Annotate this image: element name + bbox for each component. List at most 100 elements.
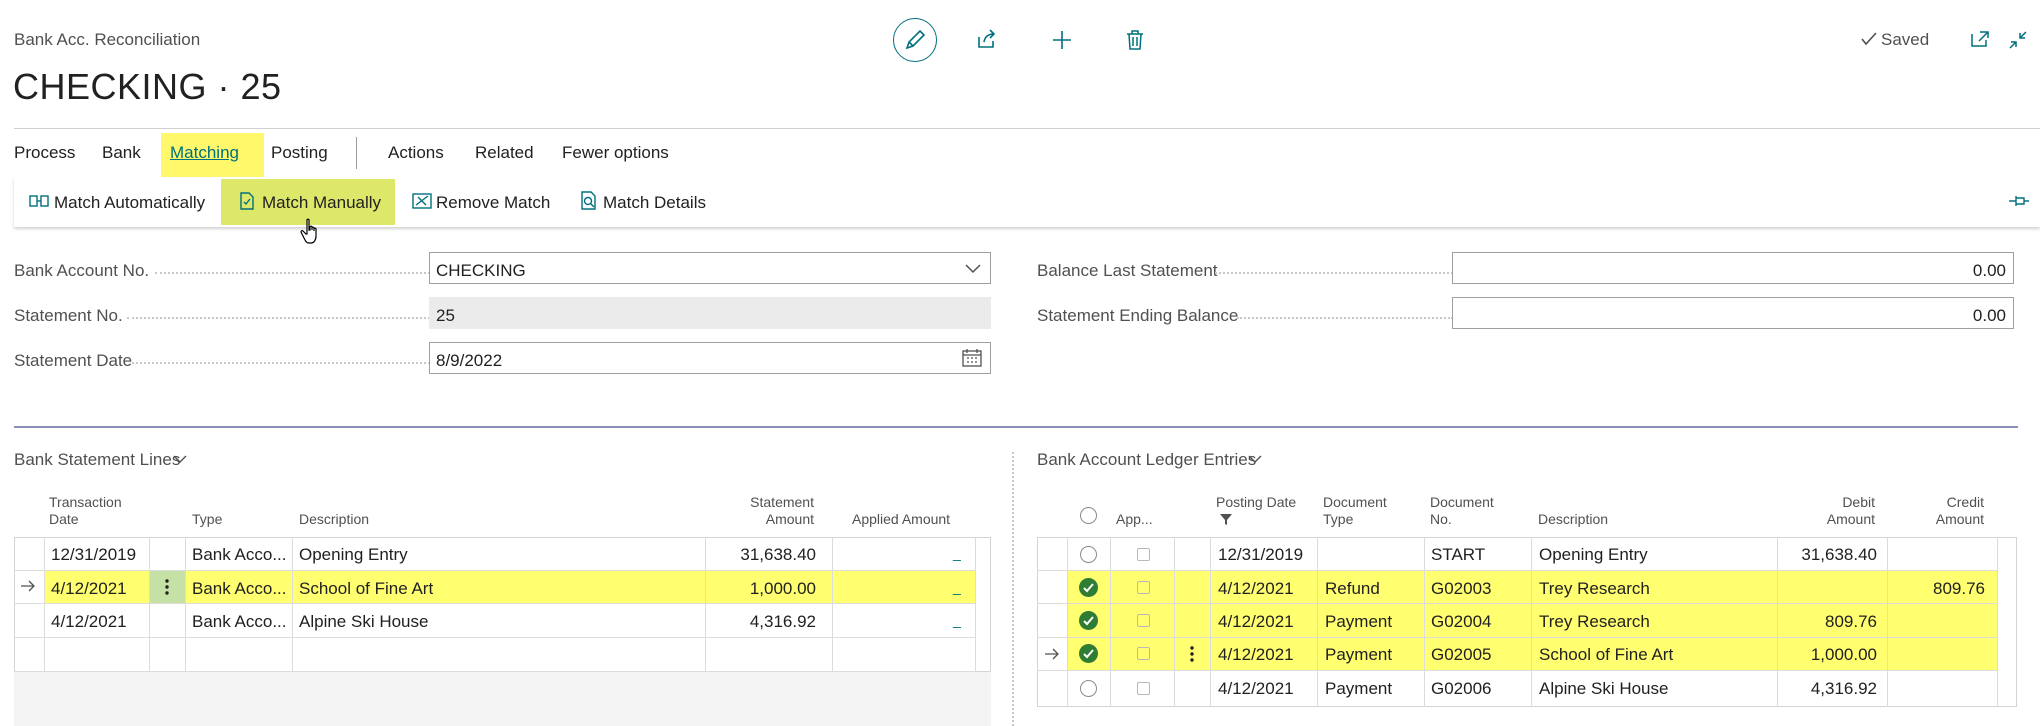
cell-debit[interactable]: 1,000.00: [1810, 645, 1877, 664]
cell-document-type[interactable]: Refund: [1325, 579, 1380, 598]
cell-posting-date[interactable]: 4/12/2021: [1218, 645, 1294, 664]
statement-lines-grid: [14, 537, 991, 672]
applied-checkbox[interactable]: [1137, 548, 1150, 561]
col-applied[interactable]: App...: [1116, 511, 1153, 527]
row-select-radio[interactable]: [1079, 578, 1098, 597]
applied-checkbox[interactable]: [1137, 682, 1150, 695]
cell-posting-date[interactable]: 4/12/2021: [1218, 579, 1294, 598]
edit-button[interactable]: [893, 18, 937, 62]
col-posting-date[interactable]: Posting Date: [1216, 494, 1297, 510]
cell-date[interactable]: 12/31/2019: [51, 545, 137, 564]
cell-description[interactable]: Opening Entry: [299, 545, 408, 564]
delete-button[interactable]: [1125, 29, 1145, 51]
menu-related[interactable]: Related: [475, 143, 534, 162]
cell-date[interactable]: 4/12/2021: [51, 612, 127, 631]
check-icon: [1861, 32, 1877, 46]
statement-date-field[interactable]: [429, 342, 991, 374]
menu-actions[interactable]: Actions: [388, 143, 444, 162]
cell-document-type[interactable]: Payment: [1325, 679, 1393, 698]
cell-applied[interactable]: _: [953, 579, 961, 595]
menu-posting[interactable]: Posting: [271, 143, 328, 162]
cell-posting-date[interactable]: 4/12/2021: [1218, 679, 1294, 698]
match-details-button[interactable]: Match Details: [603, 193, 706, 212]
chevron-down-icon[interactable]: [965, 264, 981, 274]
remove-match-button[interactable]: Remove Match: [436, 193, 551, 212]
cell-type[interactable]: Bank Acco...: [192, 612, 287, 631]
cell-debit[interactable]: 809.76: [1825, 612, 1877, 631]
cell-description[interactable]: School of Fine Art: [299, 579, 434, 598]
trash-icon: [1127, 30, 1143, 50]
collapse-button[interactable]: [2008, 30, 2028, 50]
col-applied-amount[interactable]: Applied Amount: [852, 511, 951, 527]
cell-posting-date[interactable]: 12/31/2019: [1218, 545, 1304, 564]
row-select-radio[interactable]: [1080, 680, 1097, 697]
cell-description[interactable]: Opening Entry: [1539, 545, 1648, 564]
cell-document-no[interactable]: G02003: [1431, 579, 1492, 598]
match-automatically-button[interactable]: Match Automatically: [54, 193, 206, 212]
applied-checkbox[interactable]: [1137, 647, 1150, 660]
cell-debit[interactable]: 31,638.40: [1801, 545, 1877, 564]
menu-bank[interactable]: Bank: [102, 143, 141, 162]
new-button[interactable]: [1051, 29, 1073, 51]
col-description[interactable]: Description: [299, 511, 370, 527]
col-debit-amount[interactable]: Debit Amount: [1826, 494, 1875, 527]
pin-button[interactable]: [2008, 194, 2030, 208]
cell-document-type[interactable]: Payment: [1325, 612, 1393, 631]
col-statement-amount[interactable]: Statement Amount: [750, 494, 814, 527]
cell-document-no[interactable]: G02006: [1431, 679, 1492, 698]
col-document-type[interactable]: Document Type: [1323, 494, 1387, 527]
ledger-entries-title[interactable]: Bank Account Ledger Entries: [1037, 450, 1257, 469]
match-manually-icon: [239, 192, 255, 210]
bank-account-no-field[interactable]: [429, 252, 991, 284]
cell-document-type[interactable]: Payment: [1325, 645, 1393, 664]
applied-checkbox[interactable]: [1137, 581, 1150, 594]
chevron-down-icon[interactable]: [1248, 455, 1262, 464]
col-document-no[interactable]: Document No.: [1430, 494, 1494, 527]
dots-leader: [1215, 272, 1453, 274]
select-all-radio[interactable]: [1080, 507, 1097, 524]
row-select-radio[interactable]: [1079, 611, 1098, 630]
share-button[interactable]: [976, 28, 998, 50]
menu-matching[interactable]: Matching: [170, 143, 239, 162]
rows-highlight: [1067, 571, 1997, 670]
chevron-down-icon[interactable]: [173, 455, 187, 464]
cell-applied[interactable]: _: [953, 612, 961, 628]
row-divider: [14, 637, 975, 638]
cell-amount[interactable]: 4,316.92: [749, 612, 816, 631]
cell-description[interactable]: Trey Research: [1539, 612, 1650, 631]
statement-lines-title[interactable]: Bank Statement Lines: [14, 450, 181, 469]
matching-highlight: [161, 133, 264, 177]
cell-document-no[interactable]: G02004: [1431, 612, 1492, 631]
cell-credit[interactable]: 809.76: [1933, 579, 1985, 598]
cell-type[interactable]: Bank Acco...: [192, 545, 287, 564]
cell-description[interactable]: Trey Research: [1539, 579, 1650, 598]
col-transaction-date[interactable]: Transaction Date: [49, 494, 122, 527]
cell-description[interactable]: School of Fine Art: [1539, 645, 1674, 664]
statement-ending-balance-label: Statement Ending Balance: [1037, 306, 1239, 325]
menu-fewer-options[interactable]: Fewer options: [562, 143, 669, 162]
applied-checkbox[interactable]: [1137, 614, 1150, 627]
menu-process[interactable]: Process: [14, 143, 76, 162]
cell-type[interactable]: Bank Acco...: [192, 579, 287, 598]
row-actions-button[interactable]: [1190, 645, 1194, 663]
cell-document-no[interactable]: G02005: [1431, 645, 1492, 664]
match-manually-button[interactable]: Match Manually: [262, 193, 382, 212]
filter-icon[interactable]: [1219, 513, 1233, 526]
cell-description[interactable]: Alpine Ski House: [1539, 679, 1669, 698]
cell-document-no[interactable]: START: [1431, 545, 1486, 564]
row-select-radio[interactable]: [1080, 546, 1097, 563]
open-new-window-button[interactable]: [1970, 30, 1990, 48]
row-select-radio[interactable]: [1079, 644, 1098, 663]
cell-date[interactable]: 4/12/2021: [51, 579, 127, 598]
col-description[interactable]: Description: [1538, 511, 1609, 527]
calendar-icon[interactable]: [962, 349, 982, 367]
cell-debit[interactable]: 4,316.92: [1810, 679, 1877, 698]
cell-amount[interactable]: 31,638.40: [740, 545, 816, 564]
cell-description[interactable]: Alpine Ski House: [299, 612, 429, 631]
cell-amount[interactable]: 1,000.00: [749, 579, 816, 598]
col-credit-amount[interactable]: Credit Amount: [1935, 494, 1984, 527]
cell-posting-date[interactable]: 4/12/2021: [1218, 612, 1294, 631]
cell-applied[interactable]: _: [953, 545, 961, 561]
row-actions-button[interactable]: [165, 578, 169, 596]
col-type[interactable]: Type: [192, 511, 223, 527]
